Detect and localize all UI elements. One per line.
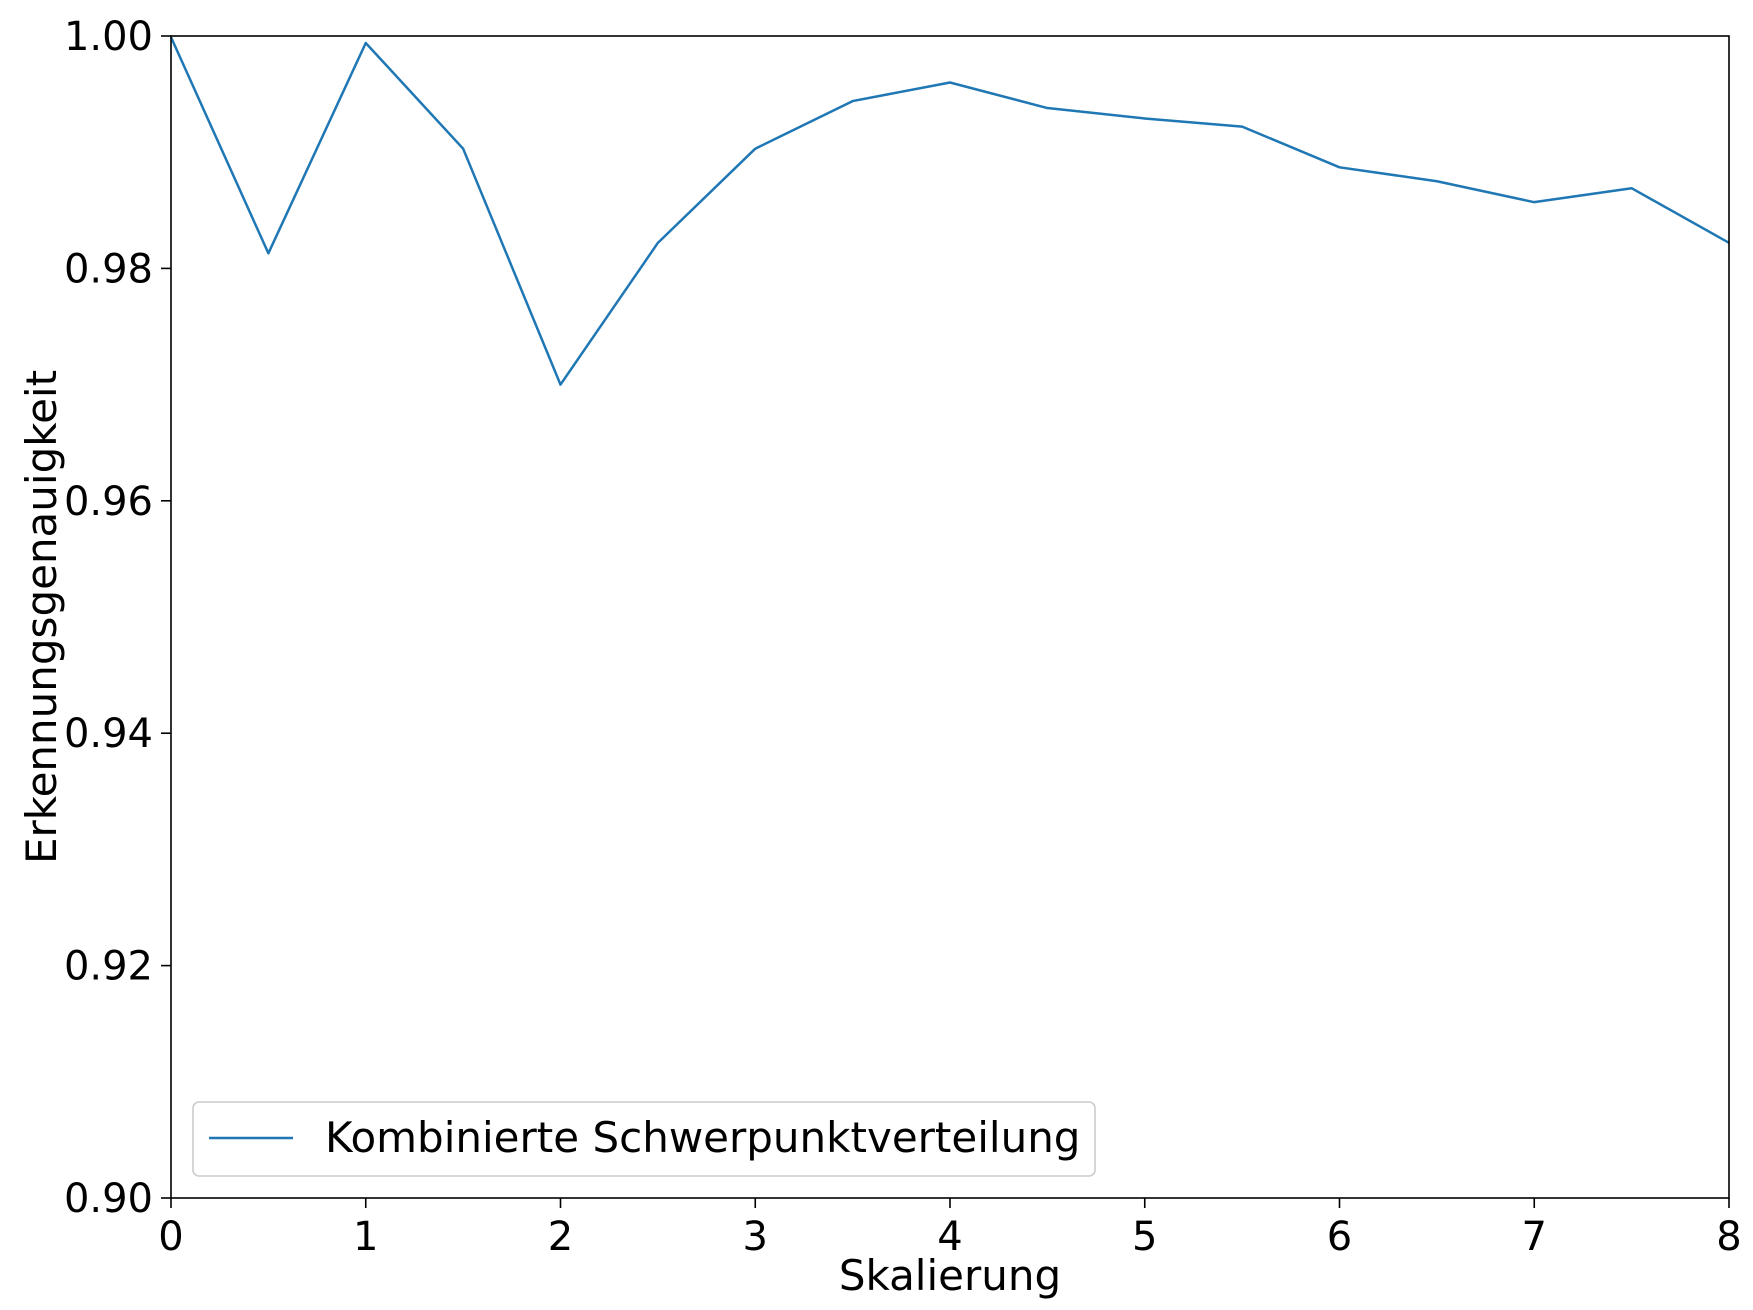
legend-label: Kombinierte Schwerpunktverteilung <box>325 1113 1080 1162</box>
x-tick-label-3: 3 <box>743 1214 768 1260</box>
series-line-0 <box>169 36 1730 386</box>
y-tick-label-5: 1.00 <box>64 14 153 60</box>
x-tick-label-8: 8 <box>1716 1214 1741 1260</box>
plot-area <box>171 36 1729 1198</box>
legend: Kombinierte Schwerpunktverteilung <box>192 1101 1096 1177</box>
legend-box <box>192 1101 1096 1177</box>
axis-tick-labels: 0 1 2 3 4 5 6 7 8 0.90 0.92 0.94 0.96 0.98 1.00 <box>64 14 1742 1260</box>
x-tick-label-0: 0 <box>158 1214 183 1260</box>
x-tick-label-6: 6 <box>1327 1214 1352 1260</box>
x-tick-label-5: 5 <box>1132 1214 1157 1260</box>
x-axis-label: Skalierung <box>839 1251 1061 1300</box>
plot-frame <box>170 35 1730 1199</box>
y-tick-label-3: 0.96 <box>64 479 153 525</box>
x-tick-label-4: 4 <box>937 1214 962 1260</box>
y-tick-label-0: 0.90 <box>64 1176 153 1222</box>
x-tick-label-7: 7 <box>1522 1214 1547 1260</box>
x-tick-label-2: 2 <box>548 1214 573 1260</box>
y-tick-label-4: 0.98 <box>64 246 153 292</box>
x-tick-label-1: 1 <box>353 1214 378 1260</box>
y-tick-label-1: 0.92 <box>64 944 153 990</box>
axis-ticks <box>161 35 1730 1208</box>
y-axis-label: Erkennungsgenauigkeit <box>17 370 66 864</box>
series-lines <box>169 36 1730 386</box>
y-tick-label-2: 0.94 <box>64 711 153 757</box>
